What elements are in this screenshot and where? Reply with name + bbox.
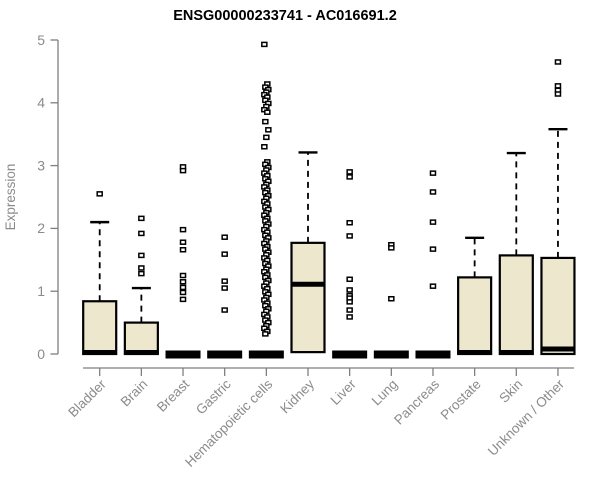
outlier-point [221,251,228,257]
x-tick-label-lung: Lung [369,377,401,409]
box-lung [373,241,409,359]
outlier-point [346,219,353,226]
outlier-point [138,265,145,271]
outlier-point [554,83,562,89]
y-tick-label: 2 [37,220,45,236]
outlier-point [265,127,272,133]
outlier-point [388,245,395,251]
outlier-point [264,109,271,115]
x-tick-label-brain: Brain [118,377,151,410]
outlier-point [429,170,437,176]
outlier-point [262,118,269,125]
collapsed-box [332,350,368,359]
outlier-point [138,252,145,259]
iqr-box [82,300,118,356]
outlier-point [388,295,395,302]
iqr-box [540,256,576,356]
box-brain [123,215,159,356]
outlier-point [346,276,353,283]
x-tick-label-bladder: Bladder [65,376,109,420]
outlier-point [346,314,353,320]
outlier-point [346,169,353,175]
outlier-point [138,270,145,277]
iqr-box [498,254,534,356]
outlier-point [346,287,353,293]
x-tick-label-liver: Liver [327,376,359,408]
collapsed-box [415,350,451,359]
outlier-point [179,239,187,245]
outlier-point [221,307,228,313]
box-unknown-other [540,59,576,356]
outlier-point [261,41,268,48]
x-tick-label-kidney: Kidney [277,376,317,416]
collapsed-box [207,350,243,359]
iqr-box [457,276,493,356]
collapsed-box [373,350,409,359]
box-prostate [457,236,493,356]
box-liver [332,169,368,359]
box-kidney [290,151,326,354]
outlier-point [429,219,437,225]
outlier-point [179,279,187,285]
x-tick-label-skin: Skin [496,377,525,406]
outlier-point [554,91,562,97]
box-breast [165,164,201,359]
box-bladder [82,191,118,356]
outlier-point [554,59,562,65]
outlier-point [346,174,353,180]
box-pancreas [415,170,451,359]
outlier-point [179,296,187,303]
collapsed-box [248,350,284,359]
iqr-box [123,321,159,356]
outlier-point [429,189,437,195]
y-tick-label: 1 [37,283,45,299]
outlier-point [221,285,228,291]
y-tick-label: 5 [37,32,45,48]
y-tick-label: 3 [37,157,45,173]
outlier-point [138,215,145,222]
outlier-point [179,167,187,174]
outlier-point [221,234,228,240]
x-tick-label-breast: Breast [154,376,192,414]
x-tick-label-pancreas: Pancreas [391,376,442,427]
outlier-point [429,283,437,289]
outlier-point [179,289,187,296]
outlier-point [221,278,228,284]
outlier-point [179,284,187,291]
outlier-point [346,233,353,239]
box-gastric [207,234,243,359]
outlier-point [179,272,187,279]
outlier-point [179,247,187,253]
outlier-point [263,134,270,141]
outlier-point [138,230,145,237]
outlier-point [262,331,269,337]
y-tick-label: 4 [37,95,45,111]
x-tick-label-prostate: Prostate [438,377,484,423]
collapsed-box [165,350,201,359]
outlier-point [96,191,103,197]
chart-title: ENSG00000233741 - AC016691.2 [173,8,397,24]
outlier-point [179,226,187,233]
iqr-box [290,241,326,354]
x-tick-label-gastric: Gastric [193,376,234,417]
outlier-point [261,144,268,150]
y-axis-label: Expression [3,164,18,231]
box-skin [498,151,534,356]
outlier-point [429,246,437,252]
outlier-point [346,299,353,305]
outlier-point [346,307,353,313]
box-hematopoietic-cells [248,41,284,359]
y-tick-label: 0 [37,346,45,362]
x-tick-label-unknown-other: Unknown / Other [485,376,568,459]
boxplot-boxes [82,41,576,359]
